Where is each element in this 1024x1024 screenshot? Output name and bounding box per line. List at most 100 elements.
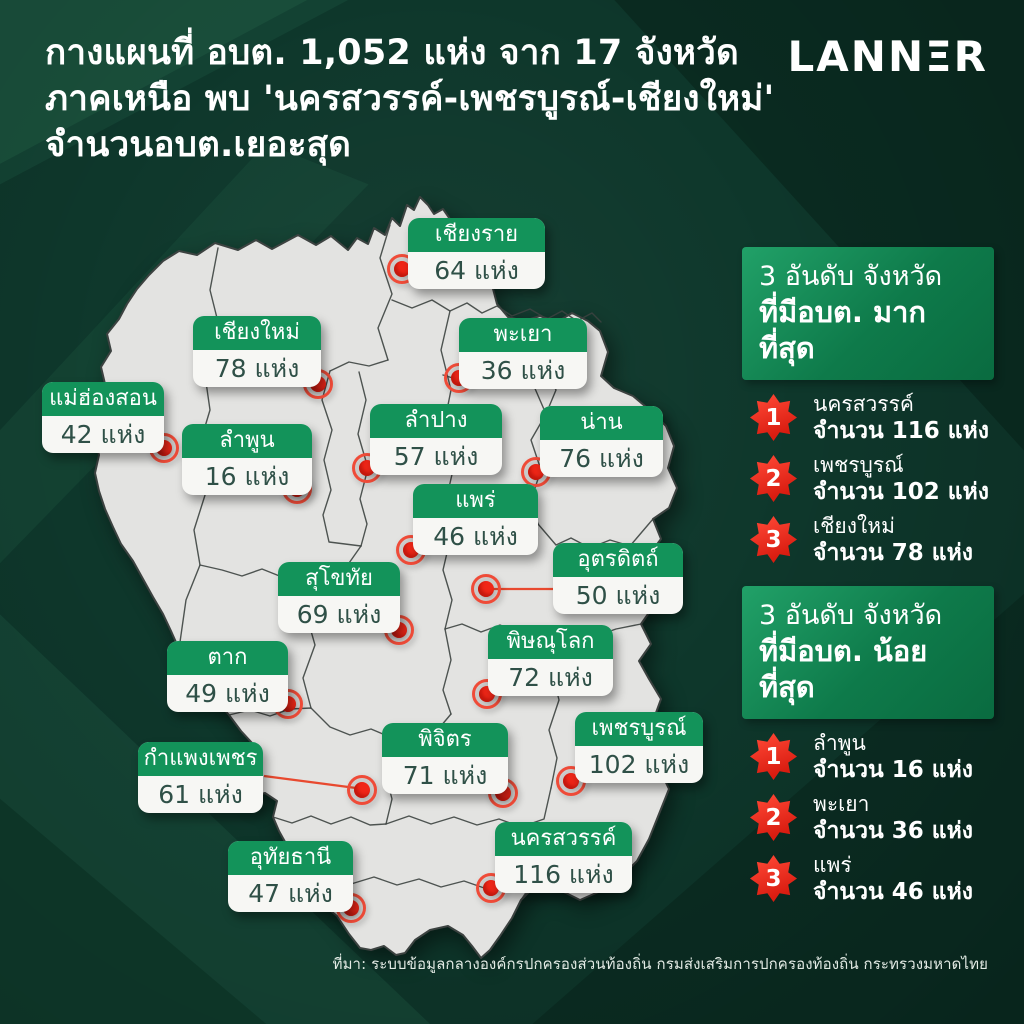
- ranking-panel-least-header: 3 อันดับ จังหวัด ที่มีอบต. น้อยที่สุด: [742, 586, 994, 719]
- rank-starburst-icon: 2: [750, 794, 797, 841]
- rank-number: 1: [765, 743, 782, 770]
- ranking-item: 2 พะเยา จำนวน 36 แห่ง: [750, 792, 994, 844]
- ranking-item: 2 เพชรบูรณ์ จำนวน 102 แห่ง: [750, 453, 994, 505]
- province-name: เชียงราย: [408, 218, 545, 252]
- province-count: 72 แห่ง: [508, 663, 593, 692]
- province-count: 102 แห่ง: [588, 750, 690, 779]
- ranking-amount: จำนวน 116 แห่ง: [813, 417, 989, 444]
- rank-number: 3: [765, 526, 782, 553]
- province-name: พิษณุโลก: [488, 625, 613, 659]
- province-name: กำแพงเพชร: [138, 742, 263, 776]
- ranking-province: ลำพูน: [813, 730, 866, 755]
- province-name: แพร่: [413, 484, 538, 518]
- province-label: น่าน 76 แห่ง: [540, 406, 663, 477]
- rank-number: 2: [765, 465, 782, 492]
- province-count: 42 แห่ง: [60, 420, 146, 449]
- ranking-item-text: ลำพูน จำนวน 16 แห่ง: [813, 730, 973, 784]
- ranking-amount: จำนวน 36 แห่ง: [813, 817, 973, 844]
- province-label: พะเยา 36 แห่ง: [459, 318, 587, 389]
- ranking-item-text: พะเยา จำนวน 36 แห่ง: [813, 791, 973, 845]
- ranking-heading-line1: 3 อันดับ จังหวัด: [759, 600, 943, 631]
- province-count: 78 แห่ง: [214, 354, 300, 383]
- title-line-2: ภาคเหนือ พบ 'นครสวรรค์-เพชรบูรณ์-เชียงให…: [45, 79, 775, 119]
- ranking-province: พะเยา: [813, 791, 870, 816]
- province-name: เชียงใหม่: [193, 316, 321, 350]
- province-count: 50 แห่ง: [575, 581, 661, 610]
- province-name: เพชรบูรณ์: [575, 712, 703, 746]
- ranking-item-text: นครสวรรค์ จำนวน 116 แห่ง: [813, 391, 989, 445]
- province-label: ลำปาง 57 แห่ง: [370, 404, 502, 475]
- ranking-province: เพชรบูรณ์: [813, 452, 904, 477]
- ranking-item: 3 เชียงใหม่ จำนวน 78 แห่ง: [750, 514, 994, 566]
- ranking-rows-most: 1 นครสวรรค์ จำนวน 116 แห่ง 2 เพชรบูรณ์ จ…: [742, 392, 994, 566]
- ranking-province: นครสวรรค์: [813, 391, 914, 416]
- province-label: ตาก 49 แห่ง: [167, 641, 288, 712]
- rank-starburst-icon: 3: [750, 516, 797, 563]
- source-text: ที่มา: ระบบข้อมูลกลางองค์กรปกครองส่วนท้อ…: [332, 955, 988, 973]
- province-label: เชียงราย 64 แห่ง: [408, 218, 545, 289]
- ranking-amount: จำนวน 16 แห่ง: [813, 756, 973, 783]
- province-count: 16 แห่ง: [204, 462, 290, 491]
- province-label: พิษณุโลก 72 แห่ง: [488, 625, 613, 696]
- lanner-logo: LANNΞR: [787, 32, 988, 81]
- province-name: พิจิตร: [382, 723, 508, 757]
- province-label: แม่ฮ่องสอน 42 แห่ง: [42, 382, 164, 453]
- province-name: พะเยา: [459, 318, 587, 352]
- ranking-item: 3 แพร่ จำนวน 46 แห่ง: [750, 853, 994, 905]
- province-name: แม่ฮ่องสอน: [42, 382, 164, 416]
- province-label: ลำพูน 16 แห่ง: [182, 424, 312, 495]
- ranking-item-text: เพชรบูรณ์ จำนวน 102 แห่ง: [813, 452, 989, 506]
- province-label: นครสวรรค์ 116 แห่ง: [495, 822, 632, 893]
- province-name: ลำปาง: [370, 404, 502, 438]
- ranking-rows-least: 1 ลำพูน จำนวน 16 แห่ง 2 พะเยา จำนวน 36 แ…: [742, 731, 994, 905]
- rank-starburst-icon: 1: [750, 394, 797, 441]
- title-line-1: กางแผนที่ อบต. 1,052 แห่ง จาก 17 จังหวัด: [45, 33, 739, 73]
- province-name: อุทัยธานี: [228, 841, 353, 875]
- province-count: 71 แห่ง: [402, 761, 488, 790]
- ranking-item-text: เชียงใหม่ จำนวน 78 แห่ง: [813, 513, 973, 567]
- province-count: 46 แห่ง: [433, 522, 518, 551]
- province-name: สุโขทัย: [278, 562, 400, 596]
- province-count: 47 แห่ง: [248, 879, 333, 908]
- ranking-item: 1 ลำพูน จำนวน 16 แห่ง: [750, 731, 994, 783]
- ranking-amount: จำนวน 102 แห่ง: [813, 478, 989, 505]
- province-count: 64 แห่ง: [434, 256, 519, 285]
- province-label: เพชรบูรณ์ 102 แห่ง: [575, 712, 703, 783]
- rank-number: 2: [765, 804, 782, 831]
- province-count: 57 แห่ง: [393, 442, 479, 471]
- province-count: 69 แห่ง: [296, 600, 382, 629]
- ranking-panel-least: 3 อันดับ จังหวัด ที่มีอบต. น้อยที่สุด 1 …: [742, 586, 994, 916]
- ranking-heading-line2: ที่มีอบต. น้อยที่สุด: [759, 634, 928, 704]
- rank-starburst-icon: 3: [750, 855, 797, 902]
- marker-connector-lines: [263, 587, 556, 790]
- province-label: อุตรดิตถ์ 50 แห่ง: [553, 543, 683, 614]
- province-name: ตาก: [167, 641, 288, 675]
- province-label: สุโขทัย 69 แห่ง: [278, 562, 400, 633]
- ranking-heading-line1: 3 อันดับ จังหวัด: [759, 261, 943, 292]
- rank-starburst-icon: 1: [750, 733, 797, 780]
- ranking-panel-most: 3 อันดับ จังหวัด ที่มีอบต. มากที่สุด 1 น…: [742, 247, 994, 577]
- ranking-amount: จำนวน 46 แห่ง: [813, 878, 973, 905]
- province-label: พิจิตร 71 แห่ง: [382, 723, 508, 794]
- province-name: น่าน: [540, 406, 663, 440]
- ranking-amount: จำนวน 78 แห่ง: [813, 539, 973, 566]
- province-count: 36 แห่ง: [480, 356, 566, 385]
- page-title: กางแผนที่ อบต. 1,052 แห่ง จาก 17 จังหวัด…: [45, 30, 774, 168]
- province-label: กำแพงเพชร 61 แห่ง: [138, 742, 263, 813]
- province-count: 76 แห่ง: [559, 444, 644, 473]
- ranking-item-text: แพร่ จำนวน 46 แห่ง: [813, 852, 973, 906]
- province-name: อุตรดิตถ์: [553, 543, 683, 577]
- rank-number: 1: [765, 404, 782, 431]
- province-name: นครสวรรค์: [495, 822, 632, 856]
- rank-number: 3: [765, 865, 782, 892]
- marker-connector-line: [263, 774, 357, 790]
- ranking-province: แพร่: [813, 852, 852, 877]
- province-label: อุทัยธานี 47 แห่ง: [228, 841, 353, 912]
- province-name: ลำพูน: [182, 424, 312, 458]
- ranking-panel-most-header: 3 อันดับ จังหวัด ที่มีอบต. มากที่สุด: [742, 247, 994, 380]
- province-count: 49 แห่ง: [185, 679, 270, 708]
- province-label: แพร่ 46 แห่ง: [413, 484, 538, 555]
- ranking-item: 1 นครสวรรค์ จำนวน 116 แห่ง: [750, 392, 994, 444]
